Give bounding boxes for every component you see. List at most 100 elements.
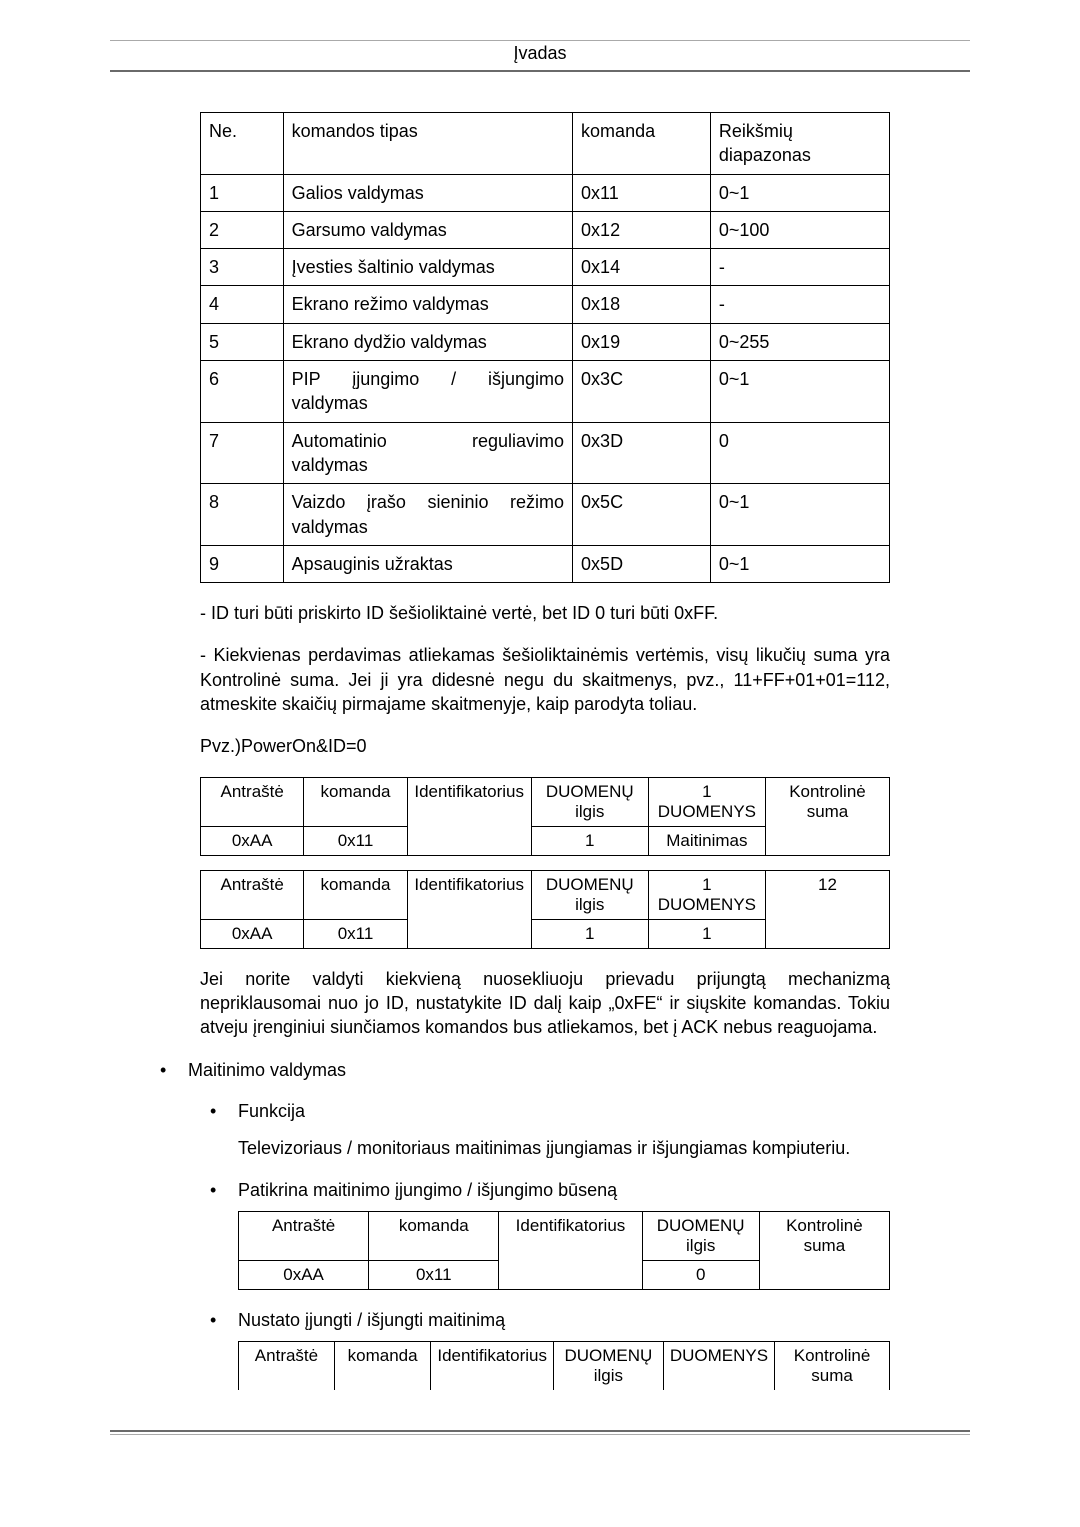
cell-tipas: Galios valdymas [283,174,572,211]
cell: 1 [531,919,648,948]
cell-komanda: 0x14 [573,249,711,286]
bullet-function: • Funkcija [210,1101,890,1122]
table-row: Ne. komandos tipas komanda Reikšmių diap… [201,113,890,175]
cell-tipas: Vaizdo įrašo sieninio režimo valdymas [283,484,572,546]
commands-table: Ne. komandos tipas komanda Reikšmių diap… [200,112,890,583]
bullet-icon: • [210,1180,238,1201]
bullet-icon: • [160,1060,188,1081]
cell-dia: 0~1 [710,545,889,582]
cell-ne: 5 [201,323,284,360]
cell-tipas: Ekrano dydžio valdymas [283,323,572,360]
hdr-ilgis: DUOMENŲ ilgis [553,1341,663,1390]
cell-tipas: Garsumo valdymas [283,211,572,248]
cell-tipas: Ekrano režimo valdymas [283,286,572,323]
cell-ne: 8 [201,484,284,546]
hdr-komanda: komanda [304,777,407,826]
bullet-check-state: • Patikrina maitinimo įjungimo / išjungi… [210,1180,890,1201]
header-komanda: komanda [573,113,711,175]
table-row: Antraštė komanda Identifikatorius DUOMEN… [239,1341,890,1390]
cell: 0x11 [304,826,407,855]
hdr-id: Identifikatorius [499,1211,642,1289]
hdr-ilgis: DUOMENŲ ilgis [531,777,648,826]
cell: 1 [531,826,648,855]
hdr-antraste: Antraštė [201,777,304,826]
hdr-id: Identifikatorius [407,777,531,855]
hdr-antraste: Antraštė [201,870,304,919]
hdr-suma: 12 [765,870,889,948]
table-row: 3 Įvesties šaltinio valdymas 0x14 - [201,249,890,286]
cell-ne: 9 [201,545,284,582]
example-label: Pvz.)PowerOn&ID=0 [200,734,890,758]
header-dia: Reikšmių diapazonas [710,113,889,175]
cell: Maitinimas [648,826,765,855]
cell-tipas: PIP įjungimo / išjungimo valdymas [283,361,572,423]
cell-tipas: Apsauginis užraktas [283,545,572,582]
cell-dia: 0~1 [710,174,889,211]
cell: 0x11 [304,919,407,948]
bullet-set-state: • Nustato įjungti / išjungti maitinimą [210,1310,890,1331]
table-row: 4 Ekrano režimo valdymas 0x18 - [201,286,890,323]
table-row: 9 Apsauginis užraktas 0x5D 0~1 [201,545,890,582]
footer-rule-inner [110,1434,970,1464]
table-row: 1 Galios valdymas 0x11 0~1 [201,174,890,211]
hdr-duomenys: DUOMENYS [663,1341,774,1390]
cell: 0xAA [239,1260,369,1289]
cell-komanda: 0x3D [573,422,711,484]
header-rule-thin [110,40,970,41]
cell-tipas: Automatinio reguliavimo valdymas [283,422,572,484]
hdr-komanda: komanda [369,1211,499,1260]
cell: 0x11 [369,1260,499,1289]
hdr-duomenys: 1 DUOMENYS [648,777,765,826]
table-row: Antraštė komanda Identifikatorius DUOMEN… [201,777,890,826]
hdr-suma: Kontrolinė suma [759,1211,889,1289]
bullet-icon: • [210,1101,238,1122]
bullet-icon: • [210,1310,238,1331]
cell-komanda: 0x12 [573,211,711,248]
set-state-table: Antraštė komanda Identifikatorius DUOMEN… [238,1341,890,1390]
hdr-suma: Kontrolinė suma [775,1341,890,1390]
cell-dia: 0~1 [710,361,889,423]
cell-dia: 0~1 [710,484,889,546]
cell-dia: - [710,249,889,286]
hdr-komanda: komanda [334,1341,430,1390]
cell-tipas: Įvesties šaltinio valdymas [283,249,572,286]
bullet-label: Patikrina maitinimo įjungimo / išjungimo… [238,1180,617,1201]
hdr-komanda: komanda [304,870,407,919]
check-state-table: Antraštė komanda Identifikatorius DUOMEN… [238,1211,890,1290]
table-row: 7 Automatinio reguliavimo valdymas 0x3D … [201,422,890,484]
cell-ne: 7 [201,422,284,484]
footer-rule [110,1430,970,1464]
hdr-ilgis: DUOMENŲ ilgis [642,1211,759,1260]
table-row: Antraštė komanda Identifikatorius DUOMEN… [239,1211,890,1260]
example-table-b: Antraštė komanda Identifikatorius DUOMEN… [200,870,890,949]
table-row: 6 PIP įjungimo / išjungimo valdymas 0x3C… [201,361,890,423]
hdr-ilgis: DUOMENŲ ilgis [531,870,648,919]
cell-ne: 4 [201,286,284,323]
table-row: 8 Vaizdo įrašo sieninio režimo valdymas … [201,484,890,546]
cell-ne: 2 [201,211,284,248]
cell-komanda: 0x11 [573,174,711,211]
cell-komanda: 0x5C [573,484,711,546]
cell: 1 [648,919,765,948]
table-row: 5 Ekrano dydžio valdymas 0x19 0~255 [201,323,890,360]
cell-ne: 1 [201,174,284,211]
table-row: Antraštė komanda Identifikatorius DUOMEN… [201,870,890,919]
hdr-suma: Kontrolinė suma [765,777,889,855]
note-checksum: - Kiekvienas perdavimas atliekamas šešio… [200,643,890,716]
hdr-duomenys: 1 DUOMENYS [648,870,765,919]
cell-komanda: 0x18 [573,286,711,323]
cell: 0xAA [201,826,304,855]
page-title: Įvadas [110,43,970,72]
cell-komanda: 0x5D [573,545,711,582]
hdr-id: Identifikatorius [431,1341,554,1390]
header-ne: Ne. [201,113,284,175]
cell-ne: 3 [201,249,284,286]
table-row: 2 Garsumo valdymas 0x12 0~100 [201,211,890,248]
cell-ne: 6 [201,361,284,423]
bullet-label: Funkcija [238,1101,305,1122]
cell-dia: - [710,286,889,323]
hdr-antraste: Antraštė [239,1211,369,1260]
header-tipas: komandos tipas [283,113,572,175]
cell: 0 [642,1260,759,1289]
cell-komanda: 0x3C [573,361,711,423]
